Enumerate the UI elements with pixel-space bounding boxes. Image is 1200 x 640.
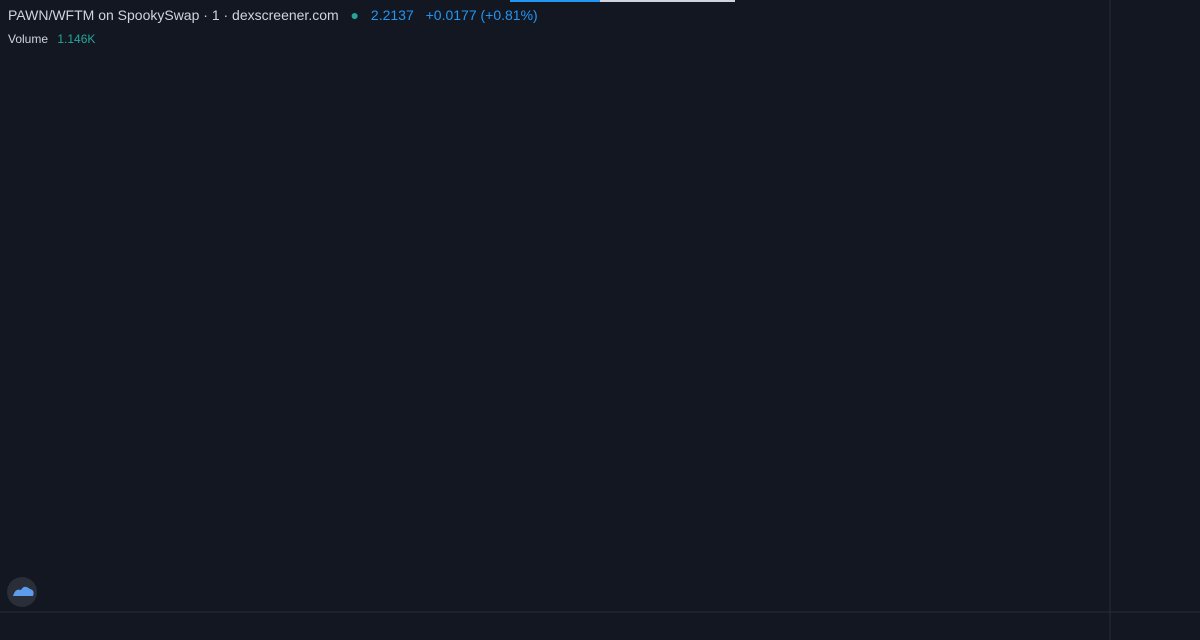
volume-value: 1.146K: [57, 32, 96, 46]
volume-legend: Volume 1.146K: [8, 32, 101, 46]
title: PAWN/WFTM on SpookySwap · 1 · dexscreene…: [8, 7, 339, 23]
status-dot: ●: [350, 7, 360, 23]
last-price: 2.2137: [370, 7, 414, 23]
volume-label: Volume: [8, 32, 49, 46]
header: PAWN/WFTM on SpookySwap · 1 · dexscreene…: [8, 7, 546, 23]
price-change: +0.0177 (+0.81%): [425, 7, 538, 23]
logo-icon: [13, 586, 34, 596]
